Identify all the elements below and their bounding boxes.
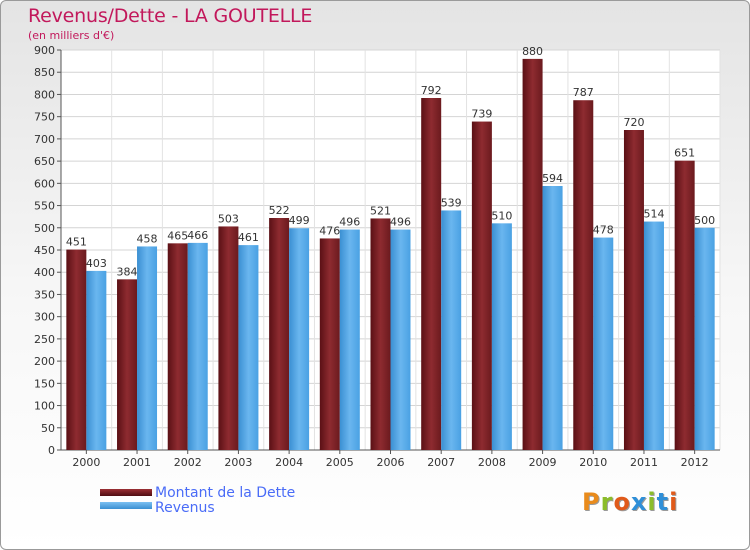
bar-revenue-2006 [390,229,411,450]
data-label-debt-2012: 651 [674,147,695,160]
data-label-debt-2008: 739 [471,108,492,121]
y-tick-label-750: 750 [34,111,55,124]
legend-swatch-revenue [100,502,152,509]
data-label-revenue-2005: 496 [339,216,360,229]
x-tick-label-2004: 2004 [275,456,303,469]
y-tick-label-650: 650 [34,155,55,168]
y-tick-label-200: 200 [34,355,55,368]
x-tick-label-2003: 2003 [224,456,252,469]
bar-debt-2002 [167,243,188,450]
data-label-revenue-2003: 461 [238,231,259,244]
bar-debt-2000 [66,249,87,450]
x-tick-label-2002: 2002 [174,456,202,469]
legend-label-debt: Montant de la Dette [155,485,296,501]
x-tick-label-2001: 2001 [123,456,151,469]
data-label-revenue-2001: 458 [137,232,158,245]
bar-debt-2006 [370,218,391,450]
data-label-revenue-2000: 403 [86,257,107,270]
data-label-debt-2005: 476 [319,224,340,237]
legend-label-revenue: Revenus [155,500,215,516]
x-tick-label-2007: 2007 [427,456,455,469]
y-tick-label-0: 0 [48,444,55,457]
x-tick-label-2006: 2006 [377,456,405,469]
x-tick-label-2008: 2008 [478,456,506,469]
legend-swatch-debt [100,489,152,496]
y-tick-label-250: 250 [34,333,55,346]
bar-revenue-2004 [289,228,310,450]
data-label-revenue-2010: 478 [593,224,614,237]
data-label-debt-2003: 503 [218,212,239,225]
y-tick-label-50: 50 [41,422,55,435]
x-tick-label-2005: 2005 [326,456,354,469]
y-tick-label-350: 350 [34,288,55,301]
bar-revenue-2005 [339,229,360,450]
data-label-debt-2000: 451 [66,236,87,249]
y-tick-label-150: 150 [34,377,55,390]
bar-debt-2012 [674,160,695,450]
bar-debt-2008 [471,121,492,451]
y-tick-label-550: 550 [34,200,55,213]
bar-debt-2005 [319,238,340,450]
data-label-debt-2002: 465 [167,229,188,242]
bar-debt-2007 [421,98,442,450]
y-tick-label-500: 500 [34,222,55,235]
bar-revenue-2009 [542,186,563,450]
bar-debt-2003 [218,226,239,450]
data-label-revenue-2006: 496 [390,216,411,229]
bar-debt-2004 [269,218,290,450]
y-tick-label-450: 450 [34,244,55,257]
data-label-revenue-2007: 539 [441,196,462,209]
data-label-revenue-2002: 466 [187,229,208,242]
bar-revenue-2008 [491,223,512,450]
x-tick-label-2009: 2009 [529,456,557,469]
y-tick-label-800: 800 [34,88,55,101]
bar-debt-2009 [522,58,543,451]
data-label-debt-2011: 720 [623,116,644,129]
bar-revenue-2011 [643,221,664,450]
data-label-revenue-2011: 514 [643,208,664,221]
bar-debt-2011 [623,130,644,450]
bars [66,58,715,451]
bar-revenue-2002 [187,242,208,450]
bar-revenue-2007 [441,210,462,450]
data-label-revenue-2008: 510 [491,209,512,222]
data-label-debt-2001: 384 [117,265,138,278]
bar-revenue-2012 [694,227,715,450]
y-tick-label-100: 100 [34,400,55,413]
data-label-revenue-2004: 499 [289,214,310,227]
y-tick-label-300: 300 [34,311,55,324]
bar-revenue-2010 [593,237,614,450]
bar-revenue-2003 [238,245,259,450]
x-tick-label-2000: 2000 [72,456,100,469]
y-tick-label-850: 850 [34,66,55,79]
bar-revenue-2001 [137,246,158,450]
data-label-debt-2004: 522 [269,204,290,217]
chart-subtitle: (en milliers d'€) [28,29,115,42]
bar-debt-2010 [573,100,594,450]
data-label-revenue-2012: 500 [694,214,715,227]
data-label-debt-2010: 787 [573,86,594,99]
bar-debt-2001 [117,279,138,450]
x-tick-label-2010: 2010 [579,456,607,469]
y-tick-label-400: 400 [34,266,55,279]
x-tick-label-2011: 2011 [630,456,658,469]
x-tick-label-2012: 2012 [681,456,709,469]
data-label-revenue-2009: 594 [542,172,563,185]
data-label-debt-2006: 521 [370,204,391,217]
y-tick-label-900: 900 [34,44,55,57]
proxiti-logo: Proxiti [582,488,679,516]
data-label-debt-2009: 880 [522,45,543,58]
y-tick-label-600: 600 [34,177,55,190]
y-tick-label-700: 700 [34,133,55,146]
data-label-debt-2007: 792 [421,84,442,97]
chart-title: Revenus/Dette - LA GOUTELLE [28,5,313,27]
bar-revenue-2000 [86,270,107,450]
